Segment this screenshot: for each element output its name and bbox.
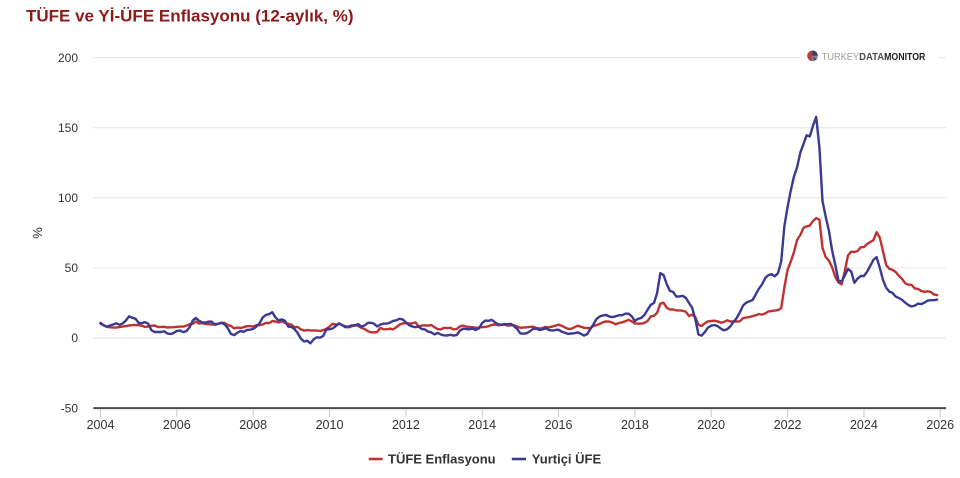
svg-text:2006: 2006: [163, 418, 191, 432]
svg-text:2018: 2018: [621, 418, 649, 432]
svg-text:2024: 2024: [850, 418, 878, 432]
svg-text:DATA: DATA: [859, 51, 884, 63]
svg-text:2020: 2020: [697, 418, 725, 432]
svg-text:MONITOR: MONITOR: [884, 51, 926, 63]
svg-text:150: 150: [58, 121, 78, 135]
svg-text:TÜFE ve Yİ-ÜFE Enflasyonu (12-: TÜFE ve Yİ-ÜFE Enflasyonu (12-aylık, %): [26, 7, 354, 26]
svg-text:2014: 2014: [468, 418, 496, 432]
svg-text:2010: 2010: [316, 418, 344, 432]
svg-text:2004: 2004: [87, 418, 115, 432]
svg-text:50: 50: [65, 261, 79, 275]
svg-text:TÜFE Enflasyonu: TÜFE Enflasyonu: [388, 451, 496, 466]
svg-text:2012: 2012: [392, 418, 420, 432]
svg-text:200: 200: [58, 51, 78, 65]
svg-text:100: 100: [58, 191, 78, 205]
svg-text:0: 0: [71, 331, 78, 345]
svg-text:2022: 2022: [774, 418, 802, 432]
svg-text:TURKEY: TURKEY: [822, 51, 859, 63]
svg-text:%: %: [30, 227, 45, 239]
svg-text:Yurtiçi ÜFE: Yurtiçi ÜFE: [532, 451, 602, 466]
svg-text:2008: 2008: [239, 418, 267, 432]
svg-text:-50: -50: [61, 401, 79, 415]
svg-text:2016: 2016: [545, 418, 573, 432]
svg-text:2026: 2026: [926, 418, 954, 432]
